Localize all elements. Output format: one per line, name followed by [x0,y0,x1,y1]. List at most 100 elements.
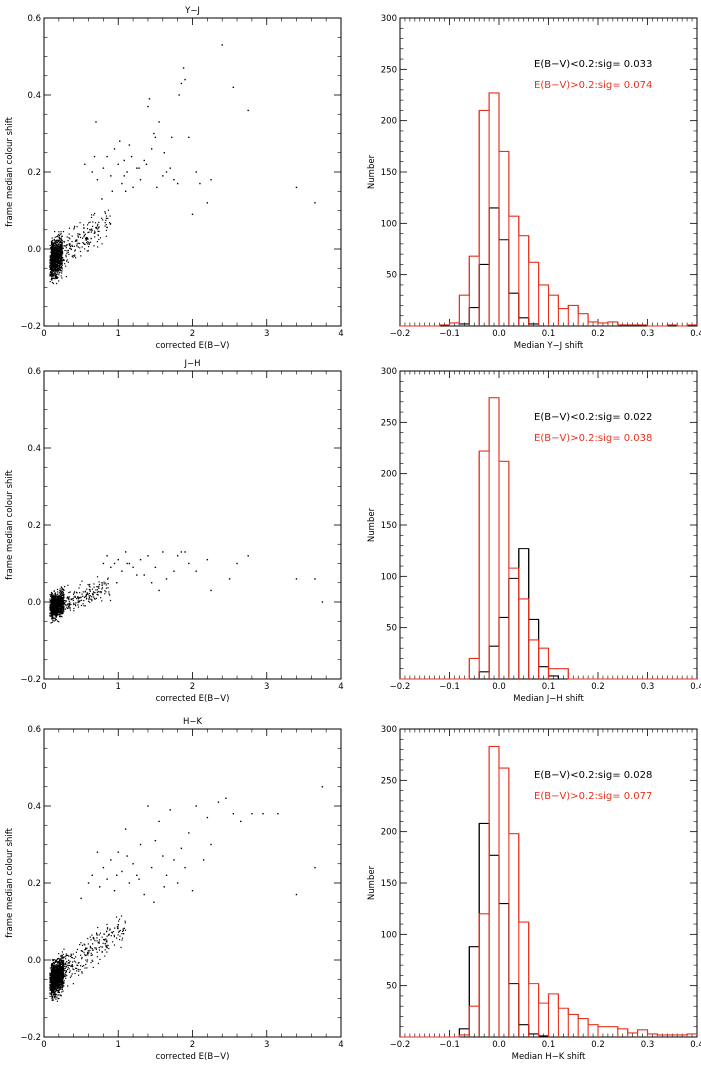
data-point [65,600,67,602]
data-point [53,249,55,252]
data-point [101,951,103,953]
data-point [49,259,51,262]
data-point [81,965,84,968]
data-point [52,607,54,609]
data-point [92,949,94,952]
histogram-bin-edges-1 [439,92,688,326]
data-point [61,612,63,615]
data-point [78,970,80,972]
data-point [84,944,86,946]
data-point [54,615,57,617]
data-point [53,611,55,614]
data-point [77,596,79,598]
data-point [61,957,63,960]
data-point [50,601,53,603]
data-point [143,893,145,896]
data-point [50,965,53,967]
data-point [53,253,55,256]
data-point [89,241,92,243]
data-point [59,263,61,265]
y-tick-label: 250 [381,418,397,428]
data-point [101,936,103,938]
data-point [87,600,90,602]
data-point [122,929,125,931]
data-point [59,986,61,988]
data-point [123,933,125,935]
data-point [55,267,57,269]
y-tick-label: 100 [381,219,397,229]
data-point [56,602,58,604]
data-point [76,970,78,972]
data-point [93,245,95,247]
data-point [52,248,54,250]
data-point [77,974,80,976]
data-point [52,984,54,986]
data-point [57,607,59,609]
data-point [62,603,64,605]
data-point [87,882,90,884]
data-point [109,222,112,225]
data-point [61,592,63,595]
data-point [53,969,55,971]
y-tick-label: 50 [386,982,397,992]
data-point [51,279,53,281]
x-tick-label: 0 [41,1040,46,1050]
data-point [64,965,66,967]
data-point [54,272,56,274]
data-point [65,958,67,960]
data-point [50,976,53,979]
data-point [65,254,67,256]
data-point [50,600,52,602]
data-point [148,98,151,100]
data-point [57,245,59,247]
data-point [103,581,105,583]
data-point [55,966,57,969]
data-point [53,270,55,273]
data-point [50,614,53,616]
data-point [95,121,97,123]
data-point [75,605,77,607]
data-point [92,960,94,962]
data-point [62,609,64,611]
x-tick-label: 0.0 [492,682,506,692]
data-point [56,614,59,616]
data-point [96,593,98,595]
data-point [54,602,56,605]
data-point [124,920,126,922]
data-point [51,987,53,989]
data-point [58,268,61,270]
data-point [52,244,55,246]
data-point [68,961,70,964]
data-point [63,948,65,950]
data-point [54,972,56,974]
data-point [52,596,54,598]
data-point [63,610,65,612]
data-point [54,966,56,968]
data-point [62,257,64,259]
data-point [61,272,63,274]
data-point [106,555,108,557]
data-point [59,610,62,613]
data-point [73,960,76,962]
data-point [54,268,56,270]
data-point [59,249,61,252]
data-point [54,258,56,260]
data-point [109,215,111,217]
data-point [64,599,66,602]
y-tick-label: 100 [381,930,397,940]
data-point [55,963,57,966]
data-point [83,600,85,602]
data-point [59,970,61,973]
data-point [61,970,63,973]
y-tick-label: 0.6 [27,14,41,24]
data-point [50,270,52,272]
data-point [61,589,63,591]
data-point [49,986,51,989]
data-point [91,230,93,232]
data-point [57,968,59,970]
data-point [54,975,56,977]
data-point [54,273,56,275]
data-point [90,598,92,600]
data-point [56,615,58,617]
data-point [55,605,57,608]
